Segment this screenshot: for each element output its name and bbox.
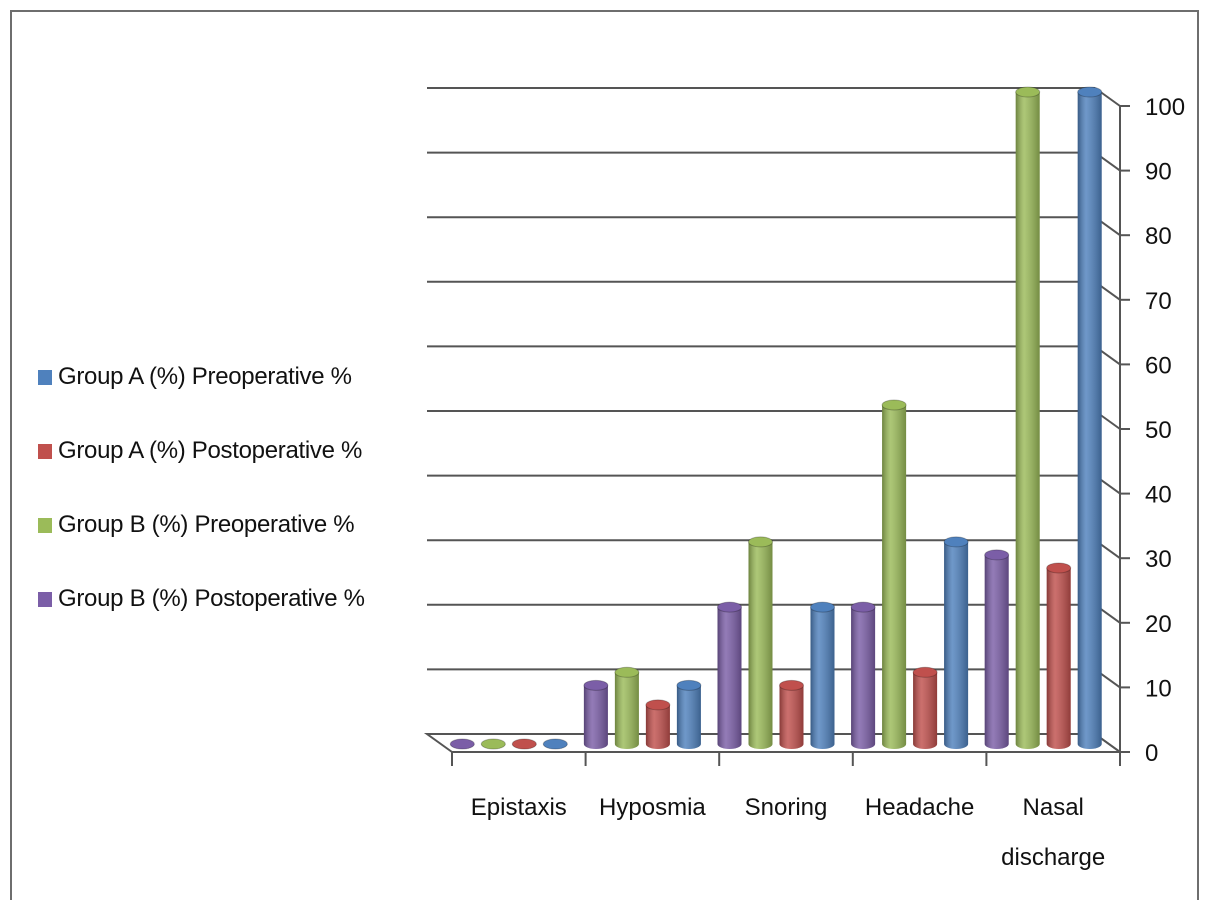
bar-snoring-group-a-preoperative xyxy=(810,601,835,749)
legend-swatch xyxy=(38,443,52,459)
bar-snoring-group-a-postoperative xyxy=(779,679,804,749)
legend-label: Group A (%) Postoperative % xyxy=(58,437,363,464)
legend-swatch xyxy=(38,369,52,385)
x-tick-label-hyposmia: Hyposmia xyxy=(599,794,706,821)
y-tick-label: 40 xyxy=(1145,482,1172,509)
bar-nasal-discharge-group-b-preoperative xyxy=(1015,86,1041,749)
legend-label: Group A (%) Preoperative % xyxy=(58,363,352,390)
bar-headache-group-a-postoperative xyxy=(912,666,938,749)
x-tick-label-nasal-discharge: Nasal discharge xyxy=(1001,794,1105,871)
legend-item-group-b-postoperative: Group B (%) Postoperative % xyxy=(38,562,365,636)
bar-nasal-discharge-group-b-postoperative xyxy=(984,549,1010,749)
legend-item-group-a-preoperative: Group A (%) Preoperative % xyxy=(38,340,365,414)
bar-hyposmia-group-b-preoperative xyxy=(614,666,640,749)
bar-nasal-discharge-group-a-preoperative xyxy=(1077,86,1103,749)
bar-epistaxis-group-a-postoperative xyxy=(511,738,537,750)
x-tick-label-snoring: Snoring xyxy=(745,794,828,821)
x-tick-label-epistaxis: Epistaxis xyxy=(471,794,567,821)
legend-swatch xyxy=(38,517,52,533)
bar-headache-group-b-postoperative xyxy=(850,601,876,749)
bar-epistaxis-group-b-postoperative xyxy=(449,738,475,750)
y-tick-label: 0 xyxy=(1145,740,1158,767)
legend-item-group-b-preoperative: Group B (%) Preoperative % xyxy=(38,488,365,562)
y-tick-label: 20 xyxy=(1145,611,1172,638)
legend-label: Group B (%) Preoperative % xyxy=(58,511,355,538)
y-tick-label: 100 xyxy=(1145,94,1185,121)
bar-hyposmia-group-a-preoperative xyxy=(676,679,702,749)
x-tick-label-headache: Headache xyxy=(865,794,974,821)
legend-item-group-a-postoperative: Group A (%) Postoperative % xyxy=(38,414,365,488)
bar-hyposmia-group-b-postoperative xyxy=(583,679,609,749)
y-tick-label: 60 xyxy=(1145,352,1172,379)
bar-headache-group-b-preoperative xyxy=(881,399,907,749)
bar-snoring-group-b-preoperative xyxy=(748,536,773,749)
bar-epistaxis-group-b-preoperative xyxy=(480,738,506,750)
y-tick-label: 50 xyxy=(1145,417,1172,444)
bar-snoring-group-b-postoperative xyxy=(717,601,742,749)
chart-legend: Group A (%) Preoperative % Group A (%) Po… xyxy=(38,340,365,636)
y-tick-label: 10 xyxy=(1145,675,1172,702)
bar-headache-group-a-preoperative xyxy=(943,536,969,749)
bar-epistaxis-group-a-preoperative xyxy=(542,738,568,750)
legend-swatch xyxy=(38,591,52,607)
legend-label: Group B (%) Postoperative % xyxy=(58,585,365,612)
bar-hyposmia-group-a-postoperative xyxy=(645,699,671,749)
y-tick-label: 90 xyxy=(1145,159,1172,186)
y-tick-label: 80 xyxy=(1145,223,1172,250)
y-tick-label: 30 xyxy=(1145,546,1172,573)
bar-nasal-discharge-group-a-postoperative xyxy=(1046,562,1072,749)
chart-frame xyxy=(10,10,1199,900)
y-tick-label: 70 xyxy=(1145,288,1172,315)
